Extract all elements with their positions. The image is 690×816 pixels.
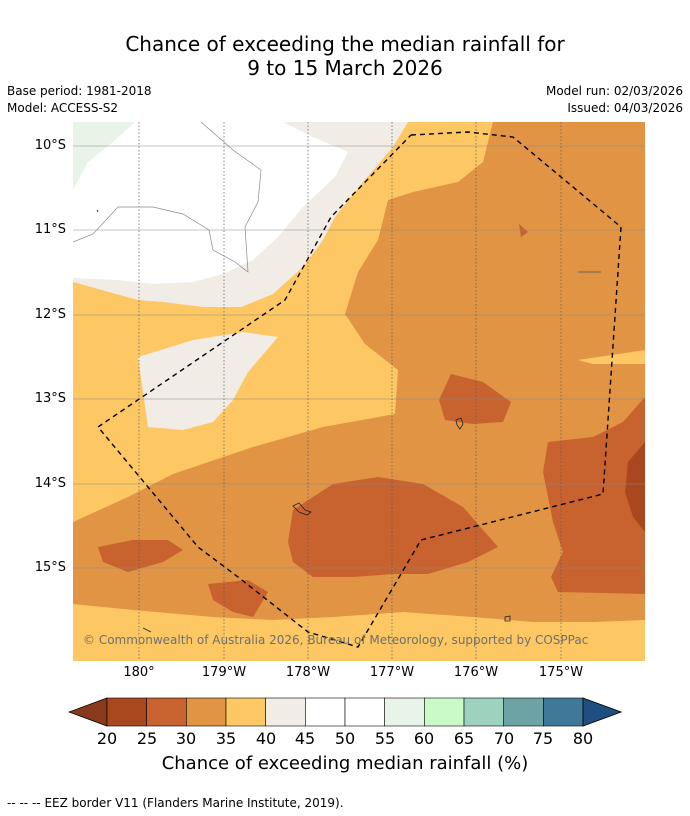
colorbar-tick: 55 — [374, 729, 396, 748]
contour-line — [73, 122, 262, 273]
field-45-55 — [73, 122, 348, 284]
colorbar-segment — [503, 697, 544, 727]
issued-date: Issued: 04/03/2026 — [567, 101, 683, 115]
colorbar — [68, 697, 622, 727]
lat-label: 12°S — [34, 307, 66, 322]
map-panel — [73, 122, 645, 661]
colorbar-segment — [106, 697, 147, 727]
field-40-45-west — [138, 332, 278, 430]
field-25-30-e — [519, 224, 528, 237]
colorbar-label: Chance of exceeding median rainfall (%) — [161, 753, 529, 774]
colorbar-tick: 75 — [532, 729, 554, 748]
map-credit: © Commonwealth of Australia 2026, Bureau… — [83, 633, 589, 647]
field-35-40-se — [629, 627, 645, 661]
field-35-40-south — [73, 604, 645, 661]
base-period: Base period: 1981-2018 — [7, 84, 152, 98]
small-island-marker — [96, 209, 99, 213]
field-25-30-b — [98, 540, 183, 572]
eez-border — [96, 131, 622, 648]
colorbar-segment — [146, 697, 187, 727]
meta-left: Base period: 1981-2018 Model: ACCESS-S2 — [7, 83, 152, 117]
colorbar-segment — [186, 697, 227, 727]
meta-right: Model run: 02/03/2026 Issued: 04/03/2026 — [546, 83, 683, 117]
lat-label: 13°S — [34, 391, 66, 406]
lon-label: 176°W — [453, 665, 499, 680]
island-outline — [504, 615, 511, 622]
colorbar-tick: 80 — [572, 729, 594, 748]
colorbar-segment — [384, 697, 425, 727]
colorbar-tick: 25 — [136, 729, 158, 748]
field-25-30-a — [288, 477, 498, 577]
lon-label: 175°W — [538, 665, 584, 680]
colorbar-segment — [265, 697, 306, 727]
field-25-30-east — [543, 397, 645, 594]
lon-label: 179°W — [201, 665, 247, 680]
colorbar-tick: 35 — [215, 729, 237, 748]
lat-label: 10°S — [34, 138, 66, 153]
colorbar-segment — [543, 697, 584, 727]
colorbar-tick: 45 — [294, 729, 316, 748]
island-outline — [292, 502, 312, 516]
island-outline — [142, 627, 152, 633]
lon-label: 180° — [123, 665, 155, 680]
lon-label: 178°W — [285, 665, 331, 680]
eez-legend: -- -- -- EEZ border V11 (Flanders Marine… — [7, 796, 344, 810]
colorbar-segment — [225, 697, 266, 727]
colorbar-tick: 60 — [413, 729, 435, 748]
map-title-line1: Chance of exceeding the median rainfall … — [125, 32, 565, 56]
colorbar-over-arrow — [582, 697, 622, 727]
colorbar-segment — [424, 697, 465, 727]
colorbar-tick: 65 — [453, 729, 475, 748]
island-outline — [455, 417, 464, 430]
latitude-gridlines — [73, 145, 645, 569]
colorbar-tick: 70 — [493, 729, 515, 748]
colorbar-tick: 20 — [96, 729, 118, 748]
field-35-40-east — [578, 350, 645, 364]
colorbar-tick: 30 — [175, 729, 197, 748]
colorbar-under-arrow — [68, 697, 108, 727]
colorbar-segment — [305, 697, 346, 727]
colorbar-segment — [344, 697, 385, 727]
field-20-25 — [625, 442, 645, 532]
eez-legend-text: EEZ border V11 (Flanders Marine Institut… — [44, 796, 344, 810]
eez-legend-symbol: -- -- -- — [7, 796, 41, 810]
lat-label: 15°S — [34, 560, 66, 575]
field-55-60 — [73, 122, 135, 190]
colorbar-segment — [463, 697, 504, 727]
colorbar-tick: 50 — [334, 729, 356, 748]
longitude-gridlines — [138, 122, 562, 661]
field-25-30-c — [208, 580, 268, 617]
colorbar-tick: 40 — [255, 729, 277, 748]
lat-label: 14°S — [34, 476, 66, 491]
map-title-line2: 9 to 15 March 2026 — [247, 56, 443, 80]
model-name: Model: ACCESS-S2 — [7, 101, 119, 115]
model-run: Model run: 02/03/2026 — [545, 84, 683, 98]
lon-label: 177°W — [369, 665, 415, 680]
lat-label: 11°S — [34, 222, 66, 237]
